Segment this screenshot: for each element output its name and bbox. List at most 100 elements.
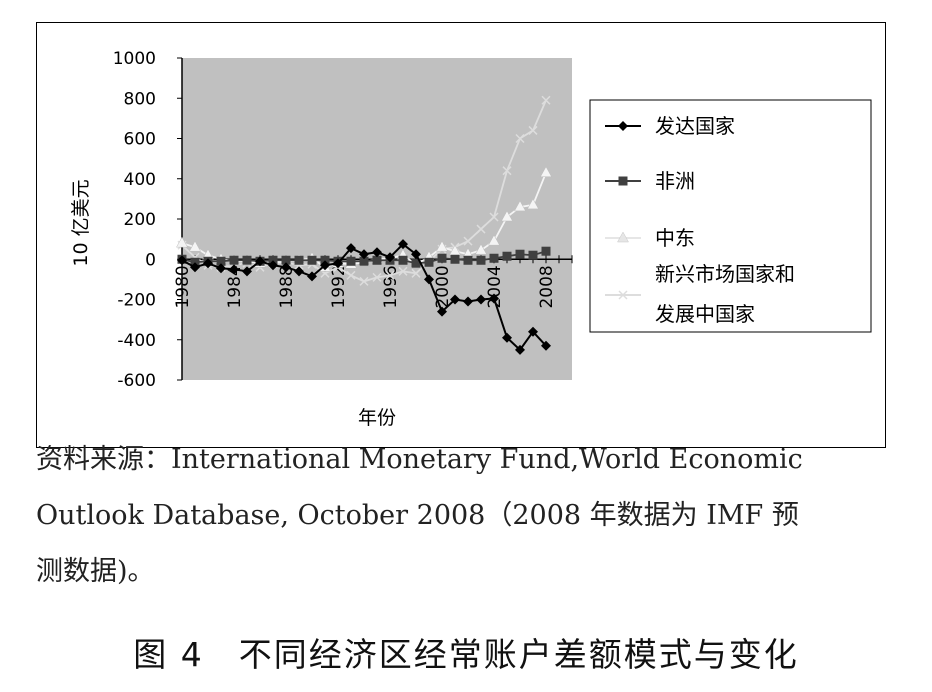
data-point (385, 252, 395, 263)
data-point (189, 240, 201, 252)
data-point (359, 249, 369, 260)
data-point (437, 306, 447, 317)
legend-label: 发达国家 (655, 114, 735, 138)
data-point (476, 224, 486, 234)
data-point (268, 260, 278, 271)
data-point (346, 256, 356, 266)
data-point (540, 166, 552, 177)
data-point (346, 270, 356, 280)
data-point (190, 257, 200, 267)
y-tick-label: -200 (117, 291, 156, 311)
data-point (618, 290, 628, 300)
x-tick-label: 1996 (381, 265, 401, 308)
x-tick-label: 1988 (277, 265, 297, 308)
data-point (476, 255, 486, 265)
data-point (398, 255, 408, 265)
x-axis: 1980 1984 1988 1992 1996 2000 2004 2008 (173, 265, 557, 308)
x-tick-label: 1980 (173, 265, 193, 308)
data-point (242, 255, 252, 265)
legend-label: 新兴市场国家和 (655, 262, 795, 286)
data-point (528, 326, 538, 337)
data-point (463, 236, 473, 246)
data-point (385, 270, 395, 280)
data-point (618, 121, 628, 131)
data-point (333, 258, 343, 269)
data-point (502, 166, 512, 176)
data-point (411, 258, 421, 268)
data-point (216, 256, 226, 266)
y-tick-label: -400 (117, 331, 156, 351)
data-point (463, 296, 473, 307)
data-point (437, 253, 447, 263)
data-point (177, 255, 187, 266)
data-point (359, 276, 369, 286)
data-point (450, 254, 460, 264)
data-point (411, 249, 421, 260)
data-point (541, 95, 551, 105)
data-point (294, 255, 304, 265)
legend-item: 非洲 (605, 169, 695, 193)
data-point (514, 200, 526, 212)
data-point (372, 247, 382, 258)
x-tick-label: 2000 (433, 265, 453, 308)
x-tick-label: 1992 (329, 265, 349, 308)
series-1 (177, 239, 551, 355)
data-point (476, 294, 486, 305)
data-point (489, 293, 499, 304)
legend-item: 发达国家 (605, 114, 735, 138)
data-point (618, 176, 628, 186)
data-point (203, 258, 213, 269)
data-point (281, 262, 291, 273)
data-point (541, 340, 551, 351)
data-point (501, 210, 513, 222)
source-line-3: 测数据)。 (36, 556, 155, 587)
y-tick-label: 0 (145, 250, 156, 270)
data-point (528, 250, 538, 260)
data-point (176, 236, 188, 248)
series-2 (177, 246, 551, 268)
data-point (489, 212, 499, 222)
legend-item: 中东 (605, 226, 695, 250)
data-point (617, 231, 629, 243)
data-point (411, 268, 421, 278)
legend-label: 发展中国家 (655, 302, 755, 326)
data-point (398, 239, 408, 250)
x-tick-label: 2008 (537, 265, 557, 308)
plot-area (182, 58, 572, 380)
series-group (176, 95, 552, 355)
figure-frame: 1000 800 600 400 200 0 -200 -400 -600 1980 1984 19… (36, 22, 886, 448)
data-point (502, 251, 512, 261)
data-point (398, 266, 408, 276)
data-point (502, 332, 512, 343)
data-point (515, 249, 525, 259)
data-point (527, 198, 539, 210)
data-point (281, 255, 291, 265)
y-tick-label: 200 (124, 210, 156, 230)
data-point (515, 344, 525, 355)
y-tick-label: 400 (124, 170, 156, 190)
y-axis: 1000 800 600 400 200 0 -200 -400 -600 (113, 49, 183, 391)
data-point (436, 240, 448, 252)
x-tick-label: 1984 (225, 265, 245, 308)
data-point (424, 257, 434, 267)
data-point (320, 255, 330, 265)
data-point (242, 266, 252, 277)
data-point (489, 253, 499, 263)
data-point (372, 255, 382, 265)
data-point (424, 274, 434, 285)
source-line-2: Outlook Database, October 2008（2008 年数据为… (36, 500, 799, 531)
x-axis-title: 年份 (358, 407, 396, 429)
data-point (515, 133, 525, 144)
data-point (488, 234, 500, 246)
legend-label: 中东 (655, 226, 695, 250)
source-line-1: 资料来源：International Monetary Fund,World E… (36, 444, 803, 475)
data-point (229, 264, 239, 275)
y-tick-label: 800 (124, 89, 156, 109)
data-point (359, 256, 369, 266)
data-point (307, 271, 317, 282)
data-point (475, 243, 487, 255)
data-point (294, 266, 304, 277)
legend-box (589, 99, 872, 333)
